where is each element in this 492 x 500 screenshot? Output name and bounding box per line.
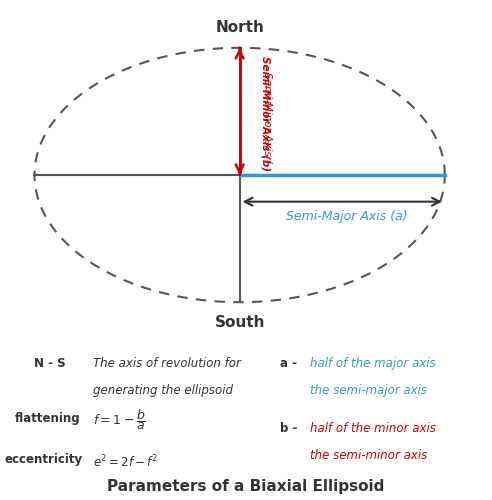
Text: Semi-Minor Axis (b): Semi-Minor Axis (b): [260, 56, 270, 172]
Text: $f = 1 - \dfrac{b}{a}$: $f = 1 - \dfrac{b}{a}$: [93, 407, 147, 432]
Text: eccentricity: eccentricity: [5, 454, 83, 466]
Text: N - S: N - S: [34, 358, 66, 370]
Text: $e^2 = 2f - f^2$: $e^2 = 2f - f^2$: [93, 454, 159, 470]
Text: South: South: [215, 314, 265, 330]
Text: the semi-major axis: the semi-major axis: [310, 384, 427, 397]
Text: Parameters of a Biaxial Ellipsoid: Parameters of a Biaxial Ellipsoid: [107, 479, 385, 494]
Text: North: North: [215, 20, 264, 36]
Text: Semi-Major Axis (a): Semi-Major Axis (a): [285, 210, 407, 223]
Text: half of the major axis: half of the major axis: [310, 358, 435, 370]
Text: flattening: flattening: [15, 412, 80, 424]
Text: The axis of revolution for: The axis of revolution for: [93, 358, 242, 370]
Text: generating the ellipsoid: generating the ellipsoid: [93, 384, 234, 397]
Text: b -: b -: [280, 422, 298, 436]
Text: a -: a -: [280, 358, 298, 370]
Text: the semi-minor axis: the semi-minor axis: [310, 449, 427, 462]
Text: Semi-Minor Axis (: Semi-Minor Axis (: [262, 72, 272, 163]
Text: half of the minor axis: half of the minor axis: [310, 422, 436, 436]
